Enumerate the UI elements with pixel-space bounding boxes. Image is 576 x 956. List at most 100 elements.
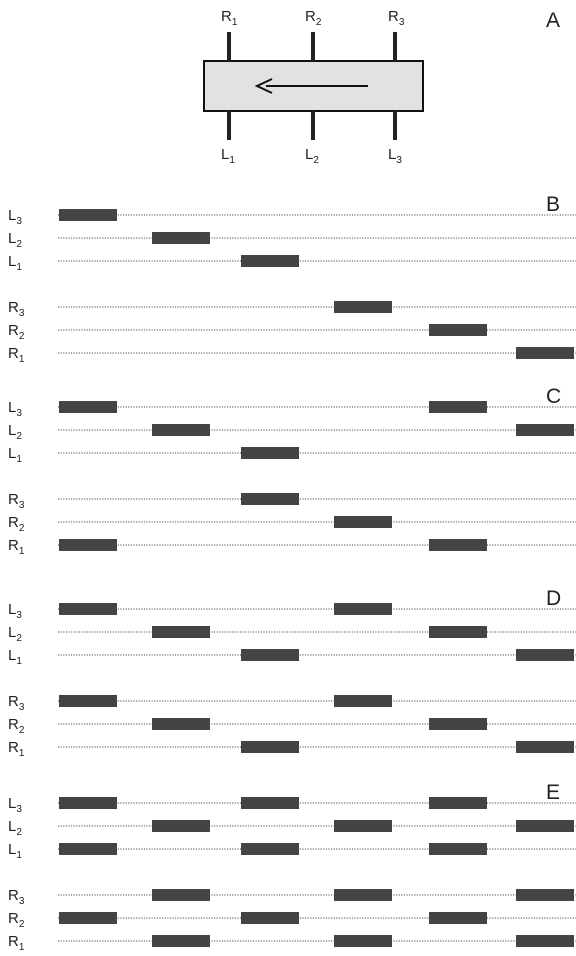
row-label: L1: [8, 647, 22, 667]
timing-row: L3: [8, 207, 576, 227]
row-label: R2: [8, 322, 25, 342]
arrow-head-icon: [254, 78, 273, 94]
row-label: L2: [8, 230, 22, 250]
timing-row: R1: [8, 933, 576, 953]
pulse-bar: [59, 539, 117, 551]
row-label: R2: [8, 514, 25, 534]
pulse-bar: [152, 626, 210, 638]
timing-row: R3: [8, 693, 576, 713]
pulse-bar: [241, 797, 299, 809]
pulse-bar: [59, 912, 117, 924]
timing-row: R2: [8, 322, 576, 342]
pulse-bar: [241, 649, 299, 661]
pulse-bar: [516, 741, 574, 753]
pulse-bar: [516, 935, 574, 947]
pulse-bar: [59, 843, 117, 855]
panel-letter-a: A: [546, 9, 560, 32]
row-label: L3: [8, 207, 22, 227]
pulse-bar: [152, 424, 210, 436]
pulse-bar: [429, 626, 487, 638]
row-label: R1: [8, 345, 25, 365]
panel-a: A R1 R2 R3 L1 L2 L3: [203, 8, 560, 166]
timing-row: L1: [8, 841, 576, 861]
pulse-bar: [429, 912, 487, 924]
pulse-bar: [429, 797, 487, 809]
pulse-bar: [516, 889, 574, 901]
timing-panels: BL3L2L1R3R2R1CL3L2L1R3R2R1DL3L2L1R3R2R1E…: [8, 193, 576, 953]
panel-letter-e: E: [546, 781, 560, 804]
timing-row: R1: [8, 537, 576, 557]
timing-row: R3: [8, 299, 576, 319]
timing-row: L1: [8, 445, 576, 465]
row-label: L2: [8, 624, 22, 644]
timing-row: L1: [8, 253, 576, 273]
timing-row: L2: [8, 422, 576, 442]
panel-d: D L3 L2 L1 R3 R2 R1: [8, 587, 576, 759]
row-label: R1: [8, 739, 25, 759]
pulse-bar: [241, 912, 299, 924]
pulse-bar: [152, 889, 210, 901]
row-label: L2: [8, 818, 22, 838]
pulse-bar: [429, 401, 487, 413]
pulse-bar: [334, 603, 392, 615]
label-r2: R2: [305, 8, 322, 28]
panel-letter-c: C: [546, 385, 561, 408]
panel-b: B L3 L2 L1 R3 R2 R1: [8, 193, 576, 365]
label-r3: R3: [388, 8, 405, 28]
pulse-bar: [516, 347, 574, 359]
row-label: L1: [8, 253, 22, 273]
pulse-bar: [429, 539, 487, 551]
timing-row: R2: [8, 910, 576, 930]
row-label: L1: [8, 841, 22, 861]
timing-row: L3: [8, 399, 576, 419]
pulse-bar: [429, 843, 487, 855]
pulse-bar: [152, 820, 210, 832]
row-label: L3: [8, 601, 22, 621]
pulse-bar: [241, 843, 299, 855]
row-label: L2: [8, 422, 22, 442]
panel-letter-b: B: [546, 193, 560, 216]
row-label: R1: [8, 537, 25, 557]
pulse-bar: [334, 516, 392, 528]
pulse-bar: [59, 797, 117, 809]
row-label: R3: [8, 887, 25, 907]
panel-c: C L3 L2 L1 R3 R2 R1: [8, 385, 576, 557]
pulse-bar: [334, 935, 392, 947]
timing-row: R2: [8, 716, 576, 736]
label-l1: L1: [221, 146, 235, 166]
panel-e: E L3 L2 L1 R3 R2 R1: [8, 781, 576, 953]
pulse-bar: [59, 695, 117, 707]
pulse-bar: [429, 718, 487, 730]
pulse-bar: [59, 209, 117, 221]
pulse-bar: [59, 401, 117, 413]
label-l3: L3: [388, 146, 402, 166]
row-label: R3: [8, 299, 25, 319]
pulse-bar: [241, 255, 299, 267]
timing-row: L2: [8, 818, 576, 838]
row-label: R2: [8, 716, 25, 736]
row-label: R3: [8, 693, 25, 713]
timing-row: L1: [8, 647, 576, 667]
label-l2: L2: [305, 146, 319, 166]
row-label: R2: [8, 910, 25, 930]
timing-row: R3: [8, 887, 576, 907]
timing-row: R3: [8, 491, 576, 511]
pulse-bar: [334, 301, 392, 313]
pulse-bar: [334, 695, 392, 707]
row-label: L3: [8, 399, 22, 419]
pulse-bar: [59, 603, 117, 615]
pulse-bar: [241, 741, 299, 753]
timing-row: R2: [8, 514, 576, 534]
pulse-bar: [241, 493, 299, 505]
timing-row: L2: [8, 624, 576, 644]
pulse-bar: [241, 447, 299, 459]
pulse-bar: [429, 324, 487, 336]
timing-row: R1: [8, 345, 576, 365]
row-label: R3: [8, 491, 25, 511]
label-r1: R1: [221, 8, 238, 28]
row-label: L1: [8, 445, 22, 465]
pulse-bar: [334, 820, 392, 832]
timing-row: R1: [8, 739, 576, 759]
pulse-bar: [516, 424, 574, 436]
pulse-bar: [516, 649, 574, 661]
